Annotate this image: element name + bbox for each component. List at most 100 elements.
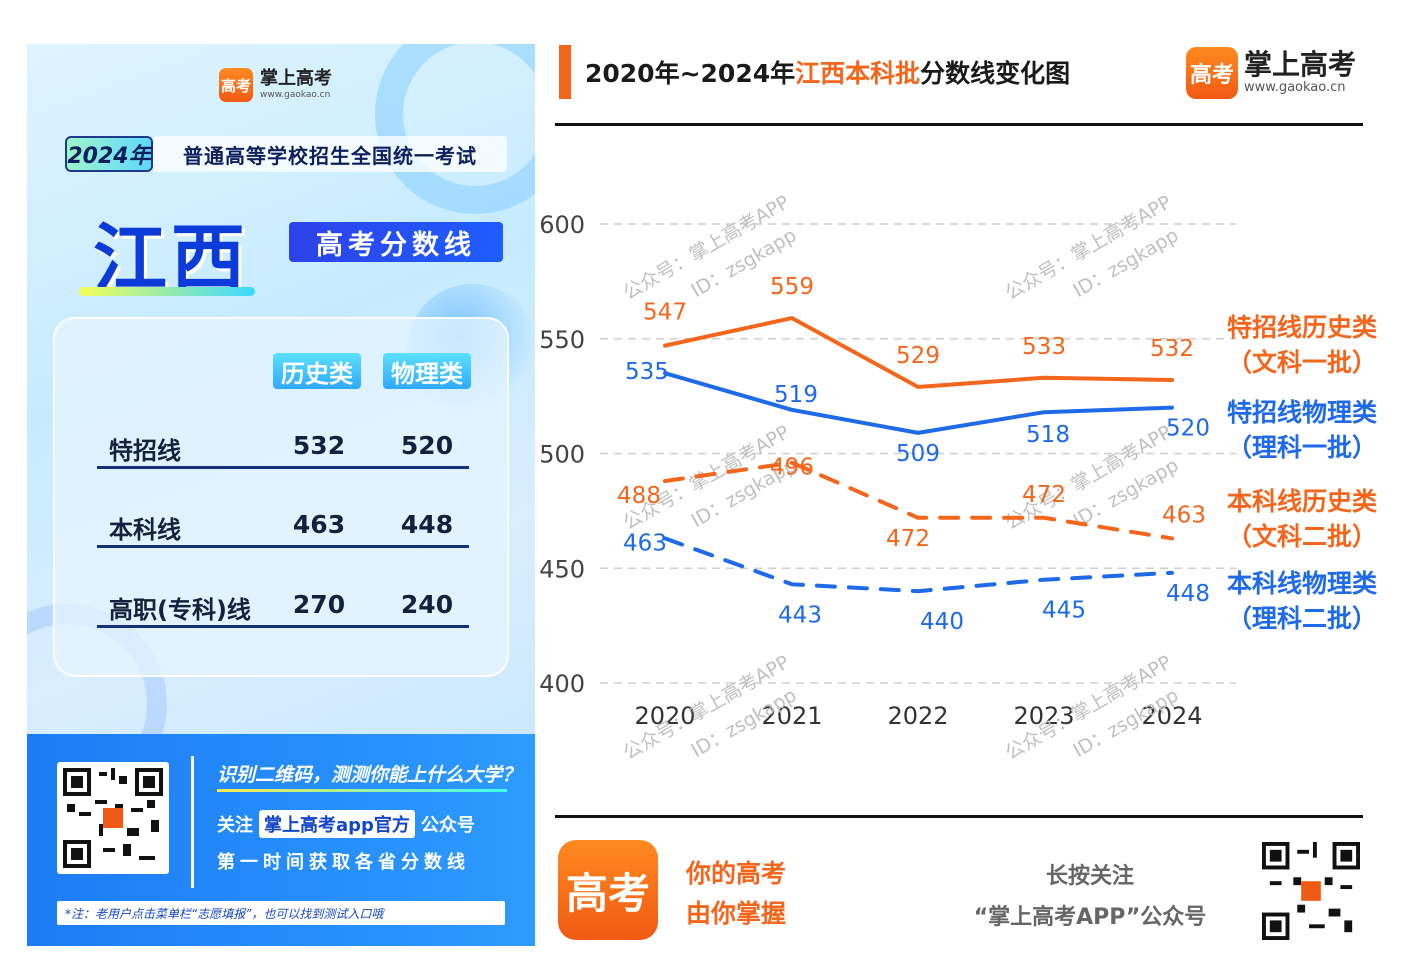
follow-prefix: 关注: [217, 815, 253, 836]
year-badge: 2024年: [65, 136, 153, 172]
col-header-history: 历史类: [273, 353, 361, 389]
data-label: 533: [1022, 334, 1066, 360]
follow-line2: “掌上高考APP”公众号: [973, 905, 1207, 930]
legend-series-sub: （文科一批）: [1227, 348, 1377, 377]
qr-code-icon: [63, 768, 163, 868]
legend-series-sub: （理科一批）: [1227, 433, 1377, 462]
title-accent-bar: [559, 45, 571, 99]
qr-code[interactable]: [57, 762, 169, 874]
physics-score: 520: [400, 431, 454, 460]
data-label: 547: [643, 300, 687, 326]
data-label: 472: [886, 526, 930, 552]
data-labels: 547 559 529 533 532 535 519 509 518 520 488 496 472 4…: [617, 274, 1210, 635]
follow-suffix: 公众号: [420, 815, 475, 836]
brand-name: 掌上高考: [1244, 48, 1357, 81]
data-label: 463: [623, 530, 667, 556]
gridlines: 600 550 500 450 400 2020 2021 2022 2023 2024: [539, 211, 1236, 730]
data-label: 519: [774, 382, 818, 408]
physics-score: 240: [400, 590, 454, 619]
y-tick-label: 450: [539, 555, 585, 583]
data-label: 440: [920, 609, 964, 635]
data-label: 463: [1162, 502, 1206, 528]
headline-underline: [217, 789, 507, 792]
data-label: 520: [1166, 416, 1210, 442]
score-line-tag: 高考分数线: [289, 222, 503, 262]
title-highlight: 江西本科批: [795, 59, 921, 88]
data-label: 445: [1042, 598, 1086, 624]
brand-header: 高考 掌上高考 www.gaokao.cn: [219, 68, 332, 102]
banner-subline: 第一时间获取各省分数线: [217, 852, 470, 873]
physics-score: 448: [400, 510, 454, 539]
x-tick-label: 2021: [761, 702, 822, 730]
banner-follow-line: 关注 掌上高考app官方 公众号: [217, 810, 475, 838]
chart-title: 2020年~2024年江西本科批分数线变化图: [585, 54, 1070, 90]
series-line: [663, 536, 1174, 594]
title-years: 2020年~2024年: [585, 59, 796, 88]
history-score: 463: [292, 510, 346, 539]
banner-divider: [191, 756, 194, 888]
y-tick-label: 400: [539, 670, 585, 698]
data-label: 443: [778, 602, 822, 628]
row-label: 本科线: [109, 516, 181, 544]
data-label: 535: [625, 359, 669, 385]
legend-series-name: 特招线物理类: [1227, 398, 1378, 427]
series-line: [663, 460, 1174, 541]
gaokao-logo-icon: 高考: [1186, 47, 1238, 99]
data-label: 518: [1026, 422, 1070, 448]
x-tick-label: 2020: [634, 702, 695, 730]
slogan-line2: 由你掌握: [686, 899, 787, 928]
legend-series-sub: （文科二批）: [1227, 522, 1377, 551]
official-account-highlight: 掌上高考app官方: [259, 810, 415, 838]
data-label: 509: [896, 441, 940, 467]
data-label: 448: [1166, 581, 1210, 607]
score-poster: 高考 掌上高考 www.gaokao.cn 2024年 普通高等学校招生全国统一…: [27, 44, 535, 946]
data-label: 529: [896, 343, 940, 369]
legend-series-name: 特招线历史类: [1227, 313, 1378, 342]
title-underline: [79, 287, 255, 296]
data-label: 532: [1150, 336, 1194, 362]
legend: 特招线历史类 （文科一批） 特招线物理类 （理科一批） 本科线历史类 （文科二批） 本科线物…: [1227, 313, 1378, 633]
data-label: 488: [617, 483, 661, 509]
title-suffix: 分数线变化图: [920, 59, 1071, 88]
header-rule: [555, 123, 1363, 126]
follow-prompt: 长按关注 “掌上高考APP”公众号: [955, 856, 1225, 938]
footer-rule: [555, 815, 1363, 818]
banner-note: *注：老用户点击菜单栏“志愿填报”，也可以找到测试入口哦: [57, 901, 505, 925]
exam-title: 普通高等学校招生全国统一考试: [153, 136, 507, 172]
legend-series-name: 本科线物理类: [1227, 569, 1378, 598]
qr-code[interactable]: [1262, 842, 1360, 940]
legend-series-name: 本科线历史类: [1227, 487, 1378, 516]
x-tick-label: 2023: [1013, 702, 1074, 730]
score-table-card: 历史类 物理类 特招线 532 520 本科线 463 448 高职(专科)线 …: [53, 317, 509, 677]
banner-headline: 识别二维码，测测你能上什么大学？: [217, 764, 522, 786]
app-logo-icon: 高考: [558, 840, 658, 940]
table-row: 高职(专科)线 270 240: [97, 588, 469, 628]
data-label: 472: [1022, 482, 1066, 508]
history-score: 270: [292, 590, 346, 619]
data-label: 496: [770, 455, 814, 481]
y-tick-label: 550: [539, 326, 585, 354]
col-header-physics: 物理类: [383, 353, 471, 389]
follow-line1: 长按关注: [1045, 864, 1134, 889]
slogan-line1: 你的高考: [686, 859, 787, 888]
row-label: 特招线: [109, 437, 181, 465]
qr-banner: 识别二维码，测测你能上什么大学？ 关注 掌上高考app官方 公众号 第一时间获取…: [27, 734, 535, 946]
brand-header-right: 高考 掌上高考 www.gaokao.cn: [1186, 47, 1356, 99]
slogan: 你的高考 由你掌握: [686, 854, 786, 934]
series-lines: [663, 316, 1174, 594]
qr-code-icon: [1262, 842, 1360, 940]
data-label: 559: [770, 274, 814, 300]
brand-name: 掌上高考: [260, 68, 332, 89]
x-tick-label: 2024: [1141, 702, 1202, 730]
series-line: [663, 316, 1174, 389]
legend-series-sub: （理科二批）: [1227, 604, 1377, 633]
brand-url: www.gaokao.cn: [260, 90, 331, 100]
y-tick-label: 500: [539, 441, 585, 469]
table-row: 本科线 463 448: [97, 508, 469, 548]
history-score: 532: [292, 431, 346, 460]
series-line: [663, 371, 1174, 435]
x-tick-label: 2022: [887, 702, 948, 730]
y-tick-label: 600: [539, 211, 585, 239]
table-row: 特招线 532 520: [97, 429, 469, 469]
